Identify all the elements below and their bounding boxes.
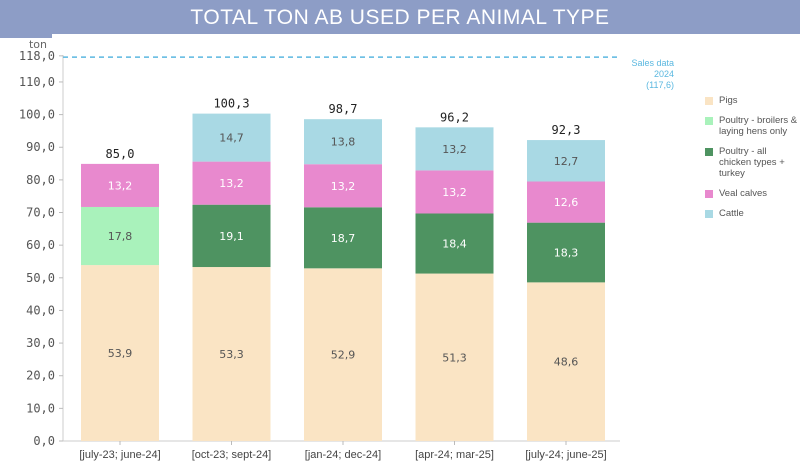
bar-segment (304, 207, 382, 269)
x-tick-label: [july-23; june-24] (79, 449, 160, 461)
bar-segment (81, 206, 159, 266)
reference-label: Sales data 2024 (117,6) (614, 58, 674, 91)
y-tick-label: 30,0 (26, 336, 55, 350)
y-tick-label: 118,0 (19, 49, 55, 63)
legend-swatch (705, 97, 713, 105)
segment-label: 51,3 (442, 351, 467, 364)
legend: Pigs Poultry - broilers & laying hens onl… (705, 95, 800, 228)
segment-label: 17,8 (108, 230, 133, 243)
segment-label: 18,3 (554, 247, 579, 260)
y-tick-label: 0,0 (33, 434, 55, 448)
segment-label: 13,2 (219, 177, 244, 190)
y-tick-label: 70,0 (26, 206, 55, 220)
legend-item: Poultry - broilers & laying hens only (705, 115, 800, 137)
segment-label: 18,4 (442, 238, 467, 251)
bar-segment (527, 222, 605, 283)
legend-swatch (705, 190, 713, 198)
total-label: 100,3 (213, 97, 249, 111)
y-tick-label: 40,0 (26, 303, 55, 317)
segment-label: 12,7 (554, 155, 579, 168)
segment-label: 53,3 (219, 348, 244, 361)
bar-segment (527, 282, 605, 441)
segment-label: 12,6 (554, 196, 579, 209)
bar-segment (192, 267, 271, 441)
y-tick-label: 100,0 (19, 108, 55, 122)
legend-item: Cattle (705, 208, 800, 219)
segment-label: 13,2 (331, 180, 356, 193)
segment-label: 14,7 (219, 132, 244, 145)
legend-swatch (705, 117, 713, 125)
segment-label: 13,8 (331, 136, 356, 149)
x-tick-label: [jan-24; dec-24] (305, 449, 381, 461)
y-axis-label: ton (29, 38, 47, 51)
bar-segment (527, 181, 605, 223)
segment-label: 48,6 (554, 356, 579, 369)
legend-item: Poultry - all chicken types + turkey (705, 146, 800, 179)
segment-label: 13,2 (108, 179, 133, 192)
legend-label: Pigs (719, 95, 738, 106)
total-label: 96,2 (440, 110, 469, 124)
total-label: 85,0 (106, 147, 135, 161)
bar-segment (304, 268, 382, 441)
segment-label: 19,1 (219, 230, 244, 243)
bar-segment (192, 161, 271, 205)
bar-segment (81, 163, 159, 207)
legend-label: Cattle (719, 208, 744, 219)
bar-segment (415, 170, 494, 214)
legend-item: Veal calves (705, 188, 800, 199)
bar-segment (527, 140, 605, 182)
reference-line-label: Sales data 2024 (631, 58, 674, 79)
legend-label: Poultry - all chicken types + turkey (719, 146, 785, 179)
x-tick-label: [oct-23; sept-24] (192, 449, 272, 461)
bar-segment (415, 127, 494, 171)
y-tick-label: 10,0 (26, 401, 55, 415)
x-tick-label: [july-24; june-25] (525, 449, 606, 461)
segment-label: 13,2 (442, 143, 467, 156)
bar-segment (415, 273, 494, 441)
legend-swatch (705, 148, 713, 156)
x-tick-label: [apr-24; mar-25] (415, 449, 494, 461)
bar-segment (81, 265, 159, 441)
y-tick-label: 110,0 (19, 75, 55, 89)
reference-line-value: (117,6) (646, 80, 674, 90)
bar-segment (192, 113, 271, 162)
segment-label: 52,9 (331, 349, 356, 362)
y-tick-label: 50,0 (26, 271, 55, 285)
bar-segment (304, 119, 382, 165)
legend-label: Veal calves (719, 188, 768, 199)
segment-label: 53,9 (108, 347, 133, 360)
bar-segment (304, 164, 382, 208)
header-accent (0, 34, 52, 38)
legend-item: Pigs (705, 95, 800, 106)
legend-swatch (705, 210, 713, 218)
y-tick-label: 20,0 (26, 369, 55, 383)
bar-segment (415, 213, 494, 274)
bar-segment (192, 204, 271, 268)
total-label: 98,7 (329, 102, 358, 116)
total-label: 92,3 (552, 123, 581, 137)
y-tick-label: 90,0 (26, 140, 55, 154)
chart-title: TOTAL TON AB USED PER ANIMAL TYPE (0, 0, 800, 34)
legend-label: Poultry - broilers & laying hens only (719, 115, 798, 137)
y-tick-label: 60,0 (26, 238, 55, 252)
segment-label: 13,2 (442, 186, 467, 199)
segment-label: 18,7 (331, 232, 356, 245)
y-tick-label: 80,0 (26, 173, 55, 187)
